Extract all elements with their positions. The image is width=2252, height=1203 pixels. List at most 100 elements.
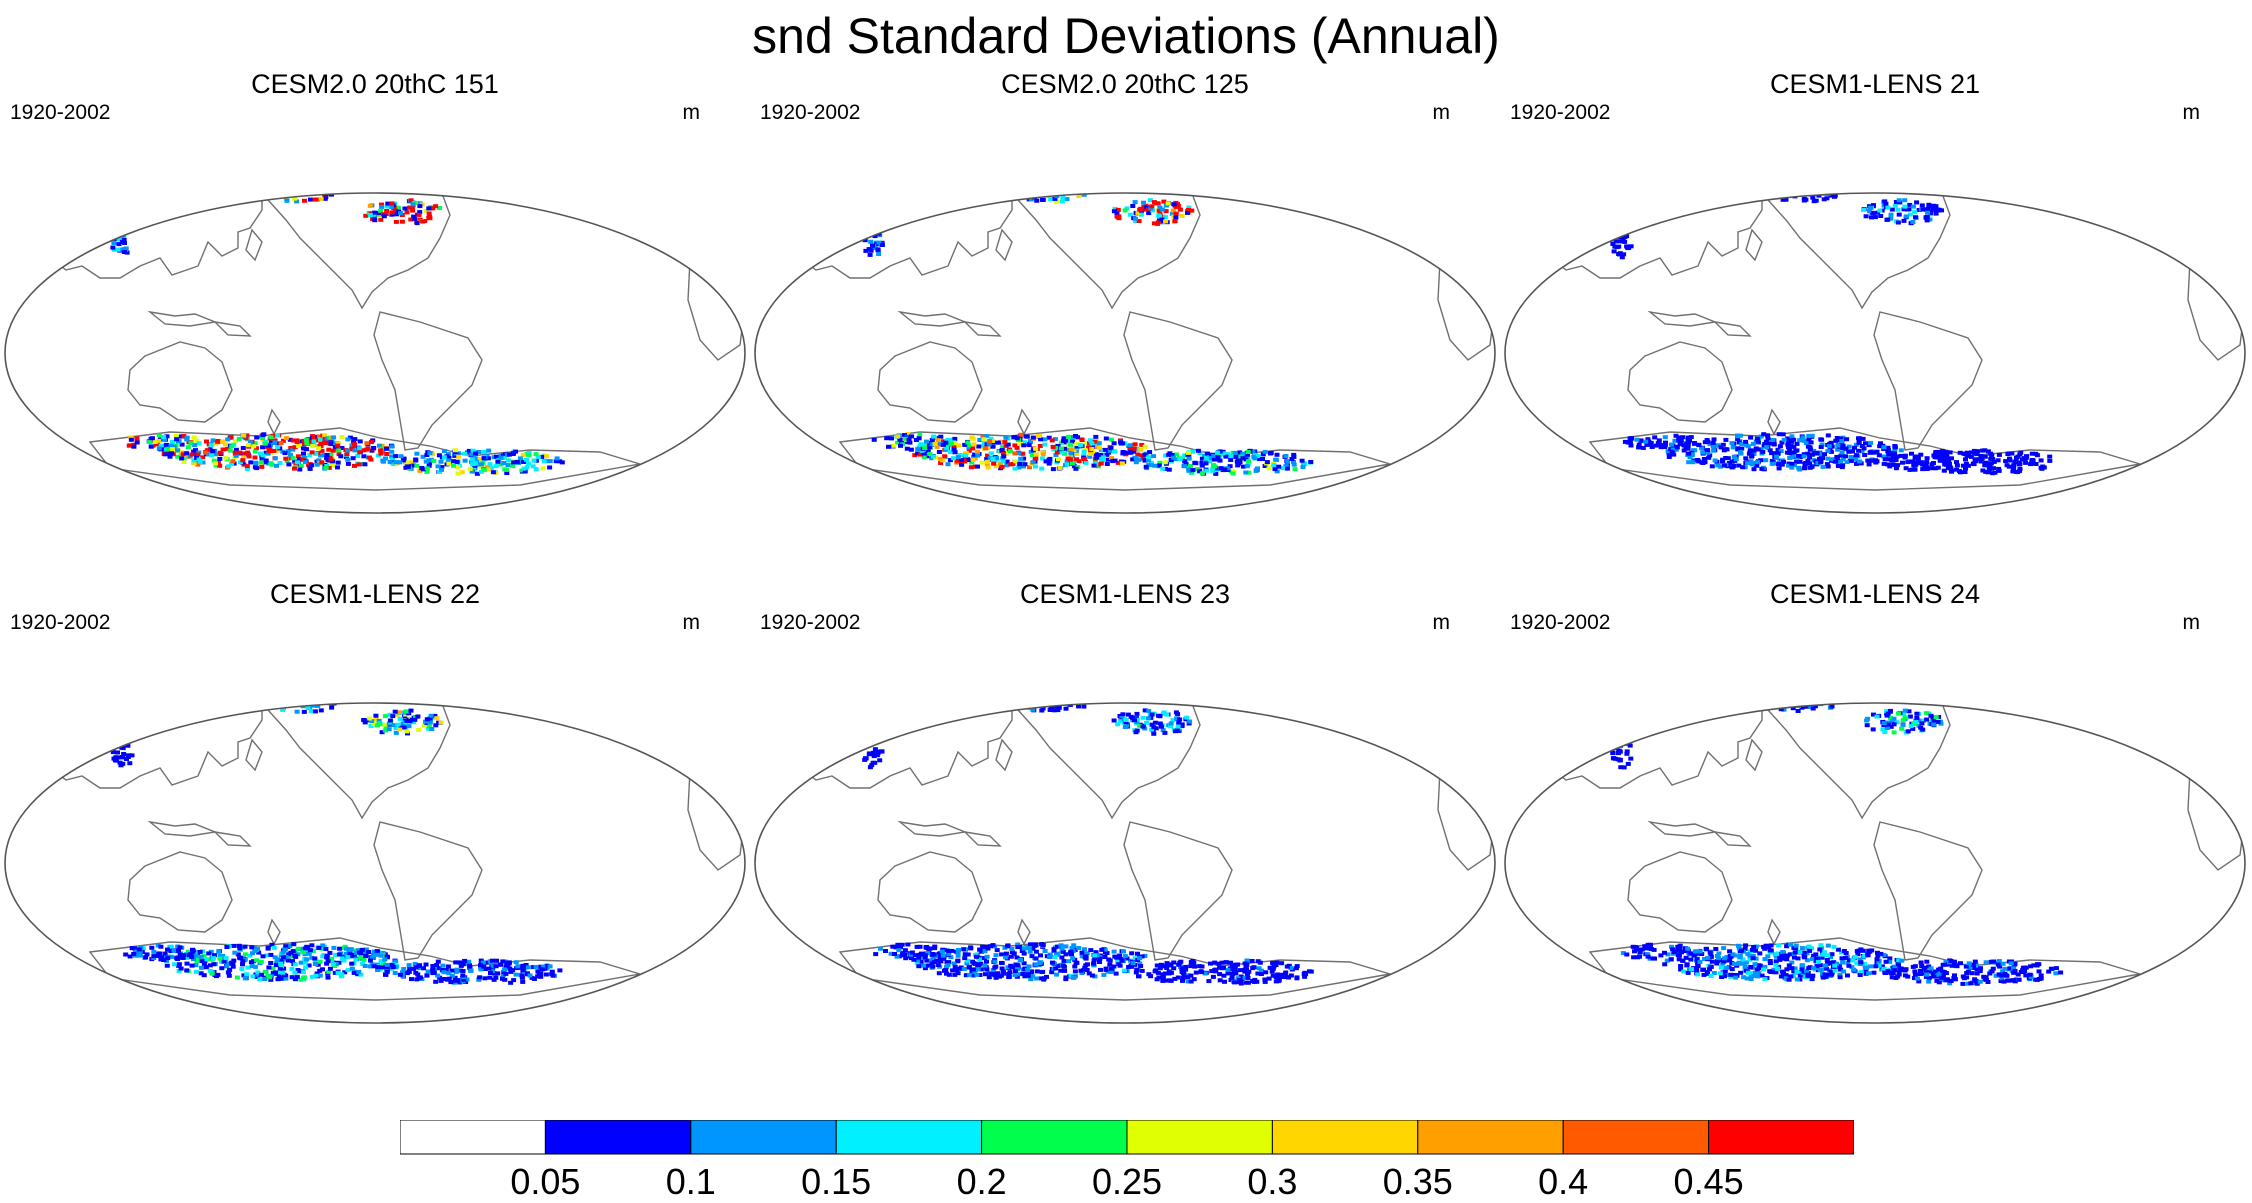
coastline-africa [1437, 259, 1495, 361]
snow-cell [1670, 185, 1675, 189]
snow-cell [2099, 196, 2105, 201]
snow-cell [1854, 461, 1859, 466]
snow-cell [443, 683, 448, 687]
snow-cell [987, 456, 993, 461]
snow-cell [1142, 167, 1147, 171]
snow-cell [1151, 166, 1156, 170]
snow-cell [1786, 463, 1792, 468]
snow-cell [1617, 177, 1622, 181]
snow-cell [1934, 178, 1939, 182]
snow-cell [1738, 195, 1744, 200]
snow-cell [1754, 436, 1760, 441]
snow-cell [1061, 436, 1067, 441]
snow-cell [133, 689, 138, 693]
snow-cell [384, 204, 390, 209]
snow-cell [379, 204, 385, 209]
snow-cell [130, 166, 135, 170]
snow-cell [270, 966, 276, 971]
snow-cell [861, 169, 866, 173]
snow-cell [121, 752, 127, 756]
snow-cell [999, 448, 1005, 452]
snow-cell [953, 441, 959, 446]
snow-cell [1210, 468, 1216, 473]
snow-cell [1163, 453, 1169, 458]
snow-cell [587, 692, 592, 696]
snow-cell [1786, 439, 1792, 444]
snow-cell [1792, 463, 1798, 468]
snow-cell [1806, 433, 1812, 438]
map-content [27, 678, 745, 1001]
snow-cell [1896, 198, 1902, 203]
snow-cell [363, 447, 369, 452]
snow-cell [1191, 174, 1196, 178]
snow-cell [312, 187, 317, 191]
snow-cell [1792, 187, 1797, 191]
snow-cell [554, 456, 560, 461]
snow-cell [1283, 464, 1289, 469]
snow-cell [201, 688, 206, 692]
snow-cell [1857, 177, 1862, 181]
snow-cell [322, 433, 328, 438]
snow-cell [966, 448, 972, 453]
snow-cell [342, 186, 347, 190]
snow-cell [1135, 210, 1141, 215]
snow-cell [1840, 457, 1846, 462]
snow-cell [1152, 463, 1158, 468]
snow-cell [902, 183, 907, 187]
snow-cell [1866, 170, 1871, 174]
snow-cell [358, 972, 364, 977]
snow-cell [319, 193, 325, 194]
snow-cell [935, 182, 940, 186]
snow-cell [1764, 445, 1770, 449]
snow-cell [929, 184, 934, 188]
snow-cell [220, 447, 226, 452]
snow-cell [1023, 188, 1028, 192]
snow-cell [1794, 448, 1800, 453]
snow-cell [1912, 467, 1918, 472]
snow-cell [225, 691, 230, 695]
snow-cell [456, 178, 461, 182]
snow-cell [257, 193, 262, 197]
snow-cell [986, 184, 991, 188]
snow-cell [998, 462, 1003, 466]
snow-cell [1758, 434, 1764, 439]
snow-cell [1021, 456, 1027, 461]
snow-cell [136, 182, 141, 186]
snow-cell [1008, 182, 1013, 186]
snow-cell [1885, 217, 1891, 222]
snow-cell [1835, 181, 1840, 185]
snow-cell [1915, 169, 1920, 173]
snow-cell [1867, 450, 1873, 455]
snow-cell [1805, 451, 1811, 456]
snow-cell [465, 169, 470, 173]
snow-cell [322, 196, 328, 201]
snow-cell [123, 181, 128, 185]
snow-cell [348, 178, 353, 182]
snow-cell [389, 690, 394, 694]
snow-cell [142, 163, 147, 167]
snow-cell [614, 188, 619, 192]
snow-cell [88, 678, 93, 682]
snow-cell [1843, 446, 1849, 451]
snow-cell [1271, 463, 1277, 468]
snow-cell [1834, 185, 1839, 189]
snow-cell [906, 437, 912, 442]
snow-cell [992, 185, 997, 189]
snow-cell [1658, 188, 1663, 192]
snow-cell [914, 170, 919, 174]
snow-cell [1173, 204, 1179, 209]
snow-cell [1023, 193, 1029, 195]
snow-cell [1012, 466, 1018, 471]
snow-cell [1695, 178, 1700, 182]
snow-cell [2010, 469, 2016, 474]
snow-cell [1001, 454, 1007, 459]
snow-cell [254, 975, 260, 979]
snow-cell [892, 165, 897, 169]
snow-cell [405, 159, 410, 163]
snow-cell [427, 691, 432, 695]
snow-cell [1834, 454, 1840, 459]
snow-cell [423, 164, 428, 168]
snow-cell [1649, 189, 1654, 193]
snow-cell [1838, 458, 1844, 463]
snow-cell [297, 457, 302, 462]
